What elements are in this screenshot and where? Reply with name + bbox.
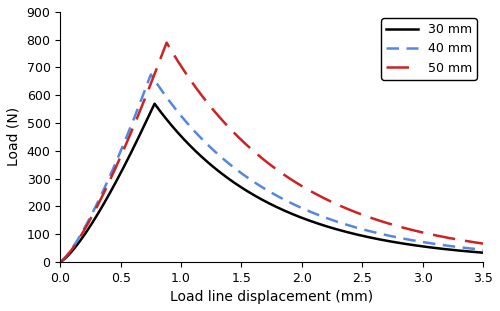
40 mm [468,247,474,250]
40 mm [79,231,85,234]
50 mm [480,242,486,245]
50 mm [79,232,85,236]
40 mm [390,235,396,239]
30 mm [79,237,85,240]
Line: 30 mm: 30 mm [60,104,483,262]
30 mm [152,102,158,105]
30 mm [57,260,63,264]
50 mm [468,240,474,244]
40 mm [252,181,258,184]
40 mm [468,247,474,250]
Line: 40 mm: 40 mm [60,75,483,262]
30 mm [468,250,474,253]
40 mm [57,260,63,264]
Legend: 30 mm, 40 mm, 50 mm: 30 mm, 40 mm, 50 mm [382,18,477,80]
30 mm [390,240,396,244]
30 mm [263,200,269,204]
30 mm [252,194,258,197]
40 mm [148,73,154,77]
X-axis label: Load line displacement (mm): Load line displacement (mm) [170,290,373,304]
50 mm [468,240,474,244]
Line: 50 mm: 50 mm [60,43,483,262]
50 mm [263,160,269,163]
50 mm [57,260,63,264]
40 mm [263,188,269,192]
30 mm [468,250,474,253]
50 mm [164,41,170,44]
50 mm [252,151,258,154]
40 mm [480,248,486,252]
Y-axis label: Load (N): Load (N) [7,107,21,166]
50 mm [390,223,396,227]
30 mm [480,251,486,254]
